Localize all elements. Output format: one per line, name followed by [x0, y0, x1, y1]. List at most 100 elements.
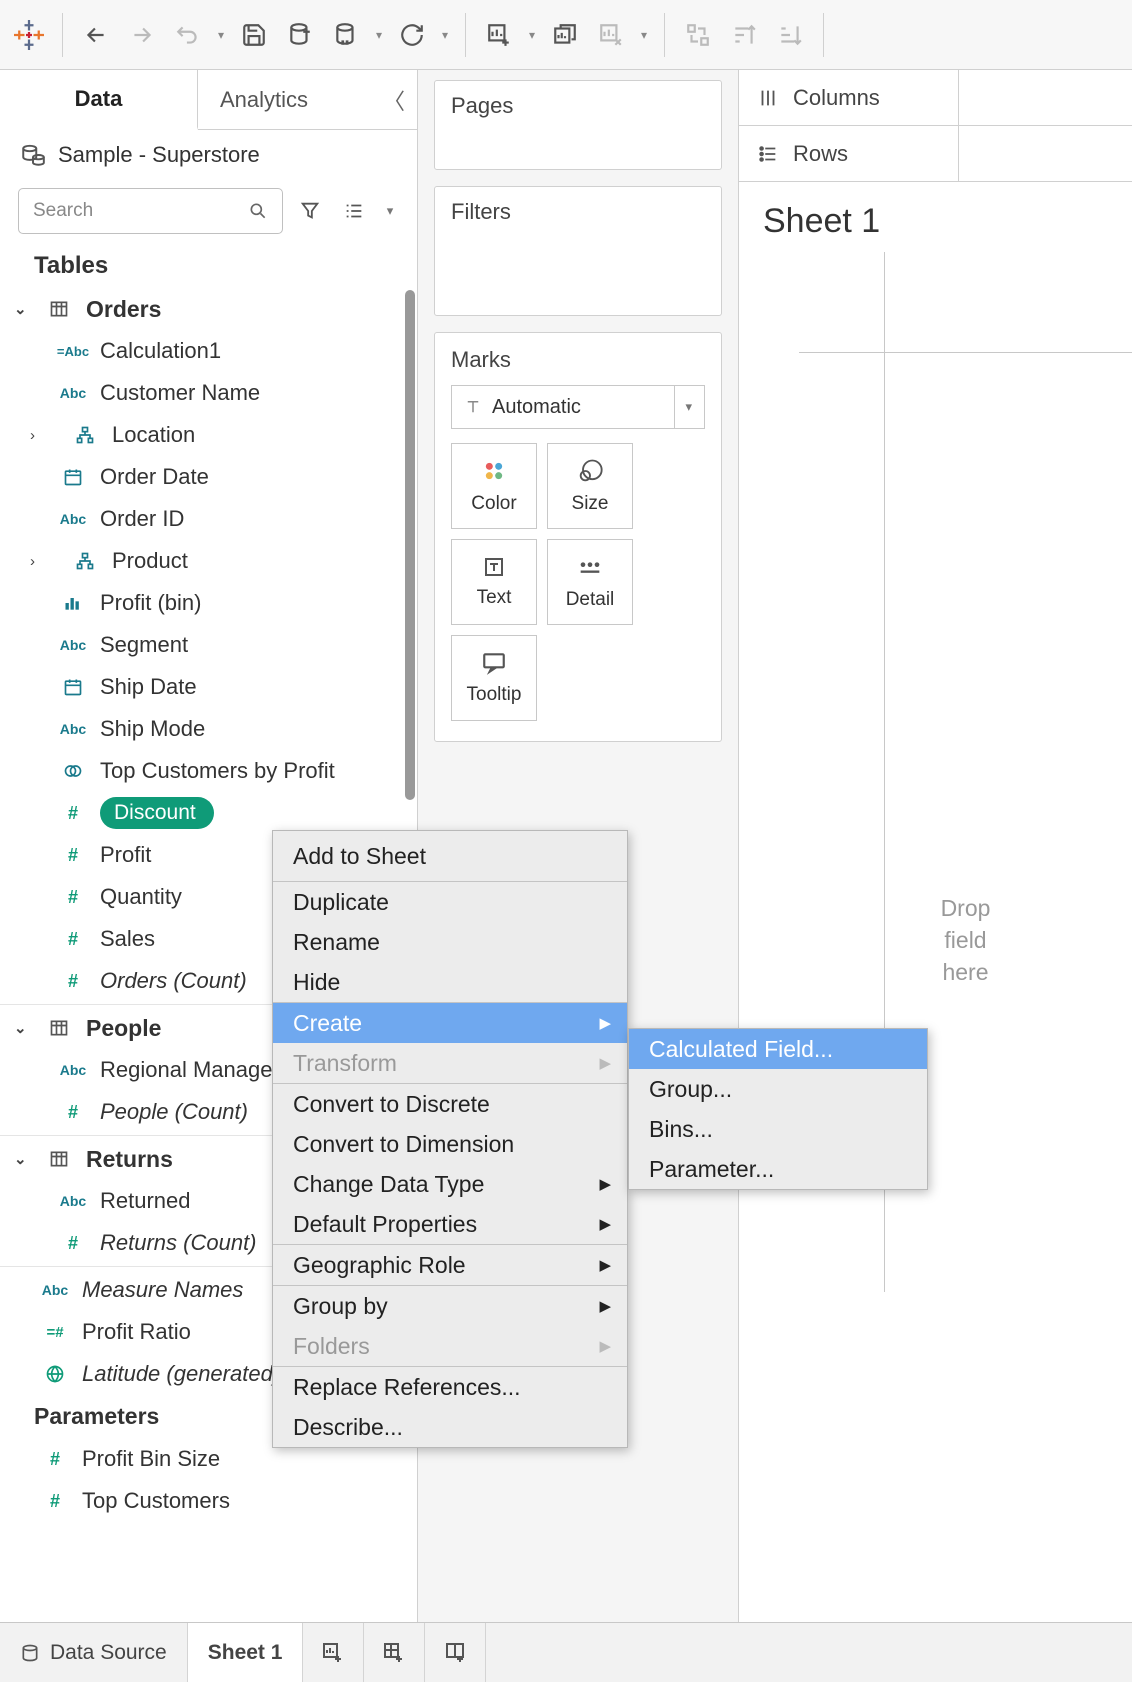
save-button[interactable]	[233, 14, 275, 56]
tab-datasource[interactable]: Data Source	[0, 1623, 188, 1682]
table-people-label: People	[86, 1015, 161, 1042]
swap-button[interactable]	[677, 14, 719, 56]
field-pill[interactable]: Discount	[100, 797, 214, 829]
field-label: Product	[112, 548, 188, 574]
field-row[interactable]: =AbcCalculation1	[0, 330, 417, 372]
tableau-logo[interactable]	[8, 14, 50, 56]
ctx-describe[interactable]: Describe...	[273, 1407, 627, 1447]
subctx-calc-field[interactable]: Calculated Field...	[629, 1029, 927, 1069]
new-datasource-button[interactable]	[279, 14, 321, 56]
field-label: Sales	[100, 926, 155, 952]
rows-shelf[interactable]: Rows	[739, 126, 1132, 182]
field-icon: Abc	[58, 1193, 88, 1209]
field-row[interactable]: #Top Customers	[0, 1480, 417, 1522]
back-button[interactable]	[75, 14, 117, 56]
field-label: Profit	[100, 842, 151, 868]
sort-asc-button[interactable]	[723, 14, 765, 56]
ctx-duplicate[interactable]: Duplicate	[273, 882, 627, 922]
field-label: Segment	[100, 632, 188, 658]
field-row[interactable]: #Discount	[0, 792, 417, 834]
field-label: People (Count)	[100, 1099, 248, 1125]
undo-redo-button[interactable]	[167, 14, 209, 56]
field-row[interactable]: Top Customers by Profit	[0, 750, 417, 792]
collapse-icon[interactable]: 〈	[383, 84, 405, 116]
marks-color-button[interactable]: Color	[451, 443, 537, 529]
ctx-transform-label: Transform	[293, 1050, 397, 1077]
forward-button[interactable]	[121, 14, 163, 56]
marks-type-dropdown[interactable]: Automatic ▾	[451, 385, 705, 429]
ctx-add-to-sheet[interactable]: Add to Sheet	[273, 831, 627, 881]
table-orders[interactable]: ⌄ Orders	[0, 288, 417, 330]
field-row[interactable]: Profit (bin)	[0, 582, 417, 624]
field-row[interactable]: Order Date	[0, 456, 417, 498]
field-icon	[58, 593, 88, 613]
clear-dropdown[interactable]: ▾	[636, 28, 652, 42]
refresh-dropdown[interactable]: ▾	[437, 28, 453, 42]
ctx-default-props[interactable]: Default Properties▶	[273, 1204, 627, 1244]
refresh-button[interactable]	[391, 14, 433, 56]
ctx-change-type[interactable]: Change Data Type▶	[273, 1164, 627, 1204]
marks-card: Marks Automatic ▾ Color Size Text	[434, 332, 722, 742]
columns-shelf[interactable]: Columns	[739, 70, 1132, 126]
subctx-bins[interactable]: Bins...	[629, 1109, 927, 1149]
tab-analytics[interactable]: Analytics 〈	[198, 70, 417, 129]
ctx-geo-role[interactable]: Geographic Role▶	[273, 1245, 627, 1285]
ctx-convert-dimension[interactable]: Convert to Dimension	[273, 1124, 627, 1164]
sheet-canvas[interactable]: Sheet 1 Dropfieldhere	[739, 182, 1132, 1622]
color-icon	[480, 457, 508, 485]
tab-sheet1[interactable]: Sheet 1	[188, 1623, 304, 1682]
view-list-icon[interactable]	[337, 194, 371, 228]
field-row[interactable]: ›Product	[0, 540, 417, 582]
ctx-hide[interactable]: Hide	[273, 962, 627, 1002]
clear-sheet-button[interactable]	[590, 14, 632, 56]
pause-dropdown[interactable]: ▾	[371, 28, 387, 42]
field-row[interactable]: AbcShip Mode	[0, 708, 417, 750]
field-label: Location	[112, 422, 195, 448]
subctx-group[interactable]: Group...	[629, 1069, 927, 1109]
duplicate-sheet-button[interactable]	[544, 14, 586, 56]
filters-shelf[interactable]: Filters	[434, 186, 722, 316]
chevron-down-icon: ⌄	[14, 1019, 32, 1037]
field-row[interactable]: AbcCustomer Name	[0, 372, 417, 414]
marks-tooltip-button[interactable]: Tooltip	[451, 635, 537, 721]
field-icon: Abc	[58, 637, 88, 653]
table-orders-label: Orders	[86, 296, 161, 323]
new-worksheet-tab[interactable]	[303, 1623, 364, 1682]
ctx-create-label: Create	[293, 1010, 362, 1037]
ctx-create[interactable]: Create▶	[273, 1003, 627, 1043]
view-dropdown[interactable]: ▾	[381, 194, 399, 228]
new-worksheet-button[interactable]	[478, 14, 520, 56]
scrollbar[interactable]	[405, 290, 415, 800]
datasource-row[interactable]: Sample - Superstore	[0, 130, 417, 180]
sort-desc-button[interactable]	[769, 14, 811, 56]
ctx-rename[interactable]: Rename	[273, 922, 627, 962]
ctx-convert-discrete[interactable]: Convert to Discrete	[273, 1084, 627, 1124]
marks-text-button[interactable]: Text	[451, 539, 537, 625]
ctx-replace-refs[interactable]: Replace References...	[273, 1367, 627, 1407]
subctx-parameter[interactable]: Parameter...	[629, 1149, 927, 1189]
tab-data[interactable]: Data	[0, 70, 198, 130]
field-label: Quantity	[100, 884, 182, 910]
field-row[interactable]: AbcOrder ID	[0, 498, 417, 540]
ctx-transform: Transform▶	[273, 1043, 627, 1083]
filter-icon[interactable]	[293, 194, 327, 228]
filters-label: Filters	[451, 199, 705, 225]
field-row[interactable]: Ship Date	[0, 666, 417, 708]
table-returns-label: Returns	[86, 1146, 173, 1173]
undo-dropdown[interactable]: ▾	[213, 28, 229, 42]
new-ws-dropdown[interactable]: ▾	[524, 28, 540, 42]
marks-detail-button[interactable]: Detail	[547, 539, 633, 625]
ctx-group-by[interactable]: Group by▶	[273, 1286, 627, 1326]
search-input[interactable]: Search	[18, 188, 283, 234]
marks-size-button[interactable]: Size	[547, 443, 633, 529]
field-row[interactable]: Abc Segment	[0, 624, 417, 666]
field-icon	[58, 467, 88, 487]
field-row[interactable]: ›Location	[0, 414, 417, 456]
new-story-tab[interactable]	[425, 1623, 486, 1682]
field-icon	[58, 677, 88, 697]
pause-auto-button[interactable]	[325, 14, 367, 56]
pages-shelf[interactable]: Pages	[434, 80, 722, 170]
field-icon	[70, 551, 100, 571]
new-dashboard-tab[interactable]	[364, 1623, 425, 1682]
chevron-down-icon: ⌄	[14, 1150, 32, 1168]
